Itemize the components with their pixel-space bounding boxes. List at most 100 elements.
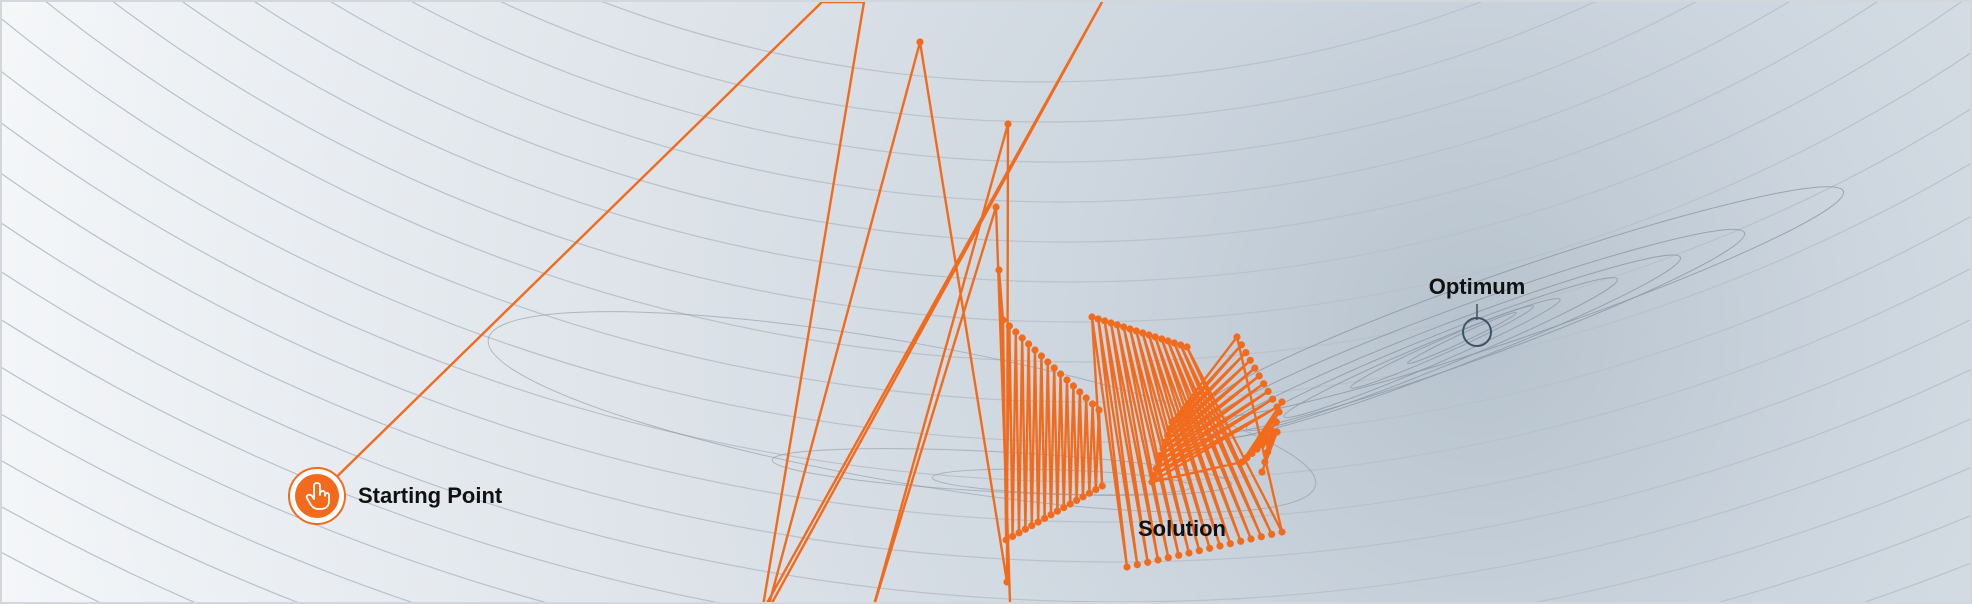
optimum-label: Optimum [1429,274,1526,299]
path-step-point [1092,486,1100,494]
path-step-point [1272,418,1280,426]
path-step-point [1009,532,1017,541]
path-step-point [1094,315,1102,323]
path-step-point [1050,364,1058,372]
path-step-point [1268,432,1276,440]
path-step-point [1170,339,1178,347]
path-step-point [1012,328,1020,336]
path-step-point [1255,372,1263,380]
contour-line [182,2,1962,283]
path-step-point [1175,551,1183,559]
path-step-point [1183,343,1191,351]
path-step-point [1260,380,1268,388]
path-step-point [1161,438,1169,446]
path-step-point [1268,530,1276,538]
optimum-marker [1462,304,1492,347]
path-step-point [1002,536,1010,544]
path-step-point [1258,441,1266,449]
starting-point-dot[interactable] [295,474,339,518]
contour-line [113,2,1970,323]
path-step-point [1047,511,1055,519]
path-step-point [1120,323,1128,331]
path-step-point [1164,431,1172,439]
path-step-point [1226,540,1234,548]
path-step-point [1158,335,1166,343]
path-step-point [1257,533,1265,541]
path-step-point [1152,465,1160,473]
path-step-point [1123,563,1131,571]
path-step-point [999,316,1007,324]
path-step-point [1139,329,1147,337]
contour-line [2,172,1970,523]
path-step-point [1168,418,1176,426]
path-step-point [1264,448,1272,456]
path-step-point [1028,522,1036,530]
pointer-hand-icon [305,482,330,510]
optimization-path [316,2,1286,602]
path-step-point [1066,500,1074,508]
path-step-point [1145,331,1153,339]
path-step-point [1238,458,1246,466]
path-step-point [1144,558,1152,566]
path-step-point [1021,525,1029,533]
path-step-point [1233,333,1241,341]
path-step-point [1113,321,1121,329]
path-step-point [1155,458,1163,466]
path-step-point [1095,406,1103,414]
path-step-point [1004,120,1012,128]
path-step-point [1164,337,1172,345]
path-step-point [1005,322,1014,330]
contour-line [2,222,1970,563]
path-step-point [1101,317,1109,325]
contour-line [1283,298,1561,418]
path-step-point [1025,340,1033,348]
path-step-point [1278,398,1286,406]
path-step-point [1216,542,1224,550]
path-step-point [1037,352,1045,360]
contour-line [411,2,1697,163]
path-step-point [995,266,1003,274]
path-step-point [1041,514,1049,523]
path-step-point [1107,319,1115,327]
path-step-point [1150,471,1158,479]
path-step-point [1258,468,1266,476]
path-step-point [1195,547,1203,555]
path-step-point [1278,528,1286,536]
path-step-point [1079,493,1087,501]
contour-line [500,2,1596,123]
path-step-point [1248,449,1256,457]
path-step-point [1088,313,1096,321]
starting-point-handle[interactable] [288,467,346,525]
path-step-point [1157,451,1165,459]
contour-line [771,448,1233,496]
path-step-point [1237,537,1245,545]
path-step-point [1148,478,1156,486]
path-step-point [1237,341,1245,349]
path-step-point [1185,549,1193,557]
path-step-point [1098,482,1106,490]
contour-line [1407,311,1517,365]
path-step-point [1060,504,1068,512]
path-step-point [1243,454,1251,462]
contour-line [46,2,1970,363]
path-step-point [1177,341,1185,349]
path-step-point [992,203,1000,211]
path-step-point [1044,358,1052,366]
path-step-point [1166,425,1174,433]
contour-line [1350,305,1534,389]
path-step-point [1003,578,1011,586]
path-step-point [1159,445,1167,453]
path-step-point [1269,395,1277,403]
path-step-point [1053,507,1061,515]
path-step-point [1076,388,1084,396]
path-step-point [1251,364,1259,372]
path-step-point [1261,458,1269,466]
path-step-point [1126,325,1134,333]
path-step-point [1082,394,1090,402]
path-step-point [1063,376,1071,384]
path-step-point [1275,408,1283,416]
path-step-point [1264,387,1272,395]
path-step-point [1132,327,1140,335]
path-step-point [1206,544,1214,552]
